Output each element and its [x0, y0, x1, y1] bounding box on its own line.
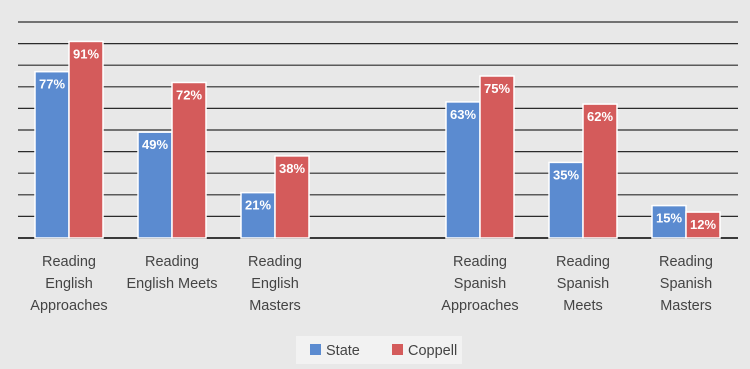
bar-coppell-3 — [274, 155, 310, 239]
data-label-coppell-2: 72% — [176, 87, 202, 102]
category-label-line: English — [251, 276, 299, 292]
data-label-coppell-3: 38% — [279, 161, 305, 176]
category-label-line: Reading — [659, 254, 713, 270]
category-labels: Reading English Approaches Reading English M… — [30, 254, 713, 314]
category-label-line: Approaches — [30, 298, 107, 314]
data-labels: 77% 91% 49% 72% 21% 38% 63% 75% 35% 62% 15% 12% — [39, 46, 716, 232]
category-label-line: Reading — [248, 254, 302, 270]
category-label-line: Spanish — [660, 276, 712, 292]
bars — [34, 40, 721, 239]
category-label-5: Reading Spanish Meets — [556, 254, 610, 314]
bar-state-6 — [651, 204, 687, 239]
bar-state-1 — [34, 70, 70, 239]
bar-state-2 — [137, 131, 173, 239]
category-label-3: Reading English Masters — [248, 254, 302, 314]
bar-coppell-5 — [582, 103, 618, 239]
data-label-state-3: 21% — [245, 198, 271, 213]
category-label-line: Reading — [145, 254, 199, 270]
data-label-coppell-1: 91% — [73, 46, 99, 61]
category-label-line: Meets — [563, 298, 603, 314]
data-label-coppell-5: 62% — [587, 109, 613, 124]
bar-state-4 — [445, 101, 481, 239]
bar-coppell-4 — [479, 75, 515, 239]
category-label-line: Approaches — [441, 298, 518, 314]
category-label-line: Masters — [660, 298, 712, 314]
bar-state-5 — [548, 161, 584, 239]
legend-label-coppell: Coppell — [408, 343, 457, 359]
bar-coppell-1 — [68, 40, 104, 239]
category-label-line: Masters — [249, 298, 301, 314]
data-label-state-5: 35% — [553, 167, 579, 182]
category-label-line: English — [45, 276, 93, 292]
legend-swatch-coppell — [392, 344, 403, 355]
category-label-line: Reading — [42, 254, 96, 270]
bar-coppell-2 — [171, 81, 207, 239]
gridlines — [18, 21, 738, 239]
bar-state-3 — [240, 191, 276, 239]
category-label-line: Reading — [556, 254, 610, 270]
data-label-state-4: 63% — [450, 107, 476, 122]
legend-swatch-state — [310, 344, 321, 355]
data-label-coppell-6: 12% — [690, 217, 716, 232]
legend: State Coppell — [296, 336, 462, 364]
legend-box — [296, 336, 462, 364]
category-label-1: Reading English Approaches — [30, 254, 107, 314]
bar-coppell-6 — [685, 211, 721, 239]
category-label-line: English Meets — [126, 276, 217, 292]
data-label-state-2: 49% — [142, 137, 168, 152]
data-label-state-1: 77% — [39, 77, 65, 92]
data-label-state-6: 15% — [656, 211, 682, 226]
data-label-coppell-4: 75% — [484, 81, 510, 96]
legend-label-state: State — [326, 343, 360, 359]
category-label-line: Spanish — [557, 276, 609, 292]
category-label-4: Reading Spanish Approaches — [441, 254, 518, 314]
category-label-line: Spanish — [454, 276, 506, 292]
category-label-line: Reading — [453, 254, 507, 270]
category-label-2: Reading English Meets — [126, 254, 217, 292]
category-label-6: Reading Spanish Masters — [659, 254, 713, 314]
